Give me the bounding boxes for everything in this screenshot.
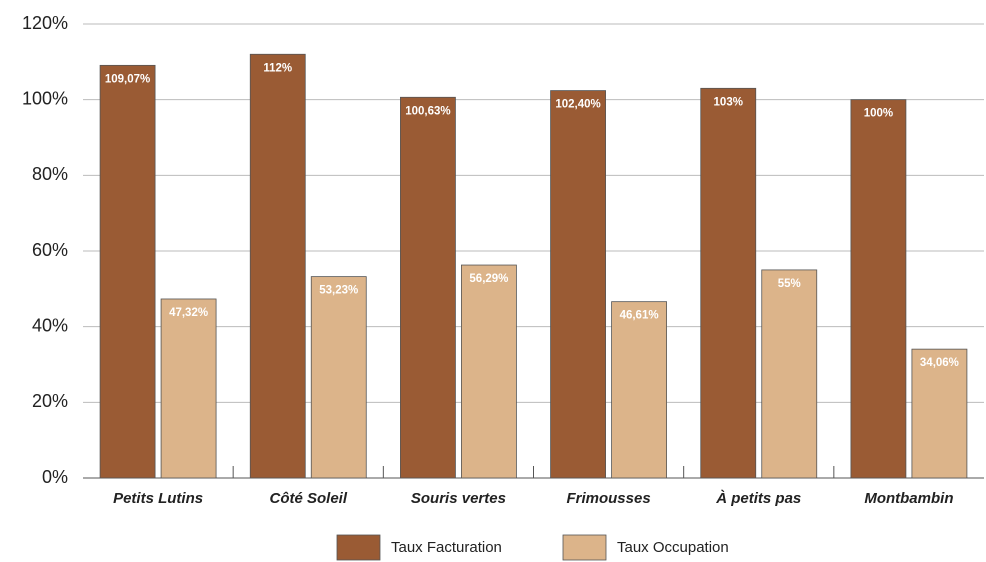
bar — [761, 269, 818, 479]
bar — [99, 64, 156, 479]
bar — [850, 99, 907, 479]
legend-label: Taux Facturation — [391, 539, 502, 556]
bar — [160, 298, 217, 479]
value-label: 55% — [778, 278, 801, 290]
x-tick-label: Souris vertes — [411, 490, 506, 507]
value-label: 112% — [263, 62, 292, 74]
value-label: 47,32% — [169, 307, 208, 319]
bar — [611, 301, 667, 479]
x-tick-label: Montbambin — [864, 490, 953, 507]
value-label: 46,61% — [620, 310, 659, 322]
bar — [310, 276, 367, 479]
bar — [400, 96, 456, 479]
bar — [461, 264, 517, 479]
value-label: 53,23% — [319, 285, 358, 297]
value-label: 34,06% — [920, 357, 959, 369]
value-label: 100,63% — [405, 105, 450, 117]
y-tick-label: 0% — [42, 467, 68, 487]
x-tick-label: À petits pas — [715, 490, 801, 507]
value-label: 109,07% — [105, 73, 150, 85]
bar — [911, 348, 968, 479]
value-label: 56,29% — [469, 273, 508, 285]
bar — [249, 53, 306, 479]
y-tick-label: 120% — [22, 13, 68, 33]
value-label: 103% — [714, 96, 743, 108]
bar — [550, 90, 606, 479]
y-tick-label: 80% — [32, 164, 68, 184]
legend-swatch — [336, 534, 381, 561]
x-tick-label: Petits Lutins — [113, 490, 203, 507]
y-tick-label: 40% — [32, 315, 68, 335]
x-tick-label: Frimousses — [566, 490, 650, 507]
y-tick-label: 20% — [32, 391, 68, 411]
y-tick-label: 100% — [22, 88, 68, 108]
value-label: 102,40% — [555, 99, 600, 111]
legend-swatch — [562, 534, 607, 561]
y-tick-label: 60% — [32, 240, 68, 260]
legend-label: Taux Occupation — [617, 539, 729, 556]
bar — [700, 87, 757, 479]
x-tick-label: Côté Soleil — [269, 490, 347, 507]
value-label: 100% — [864, 108, 893, 120]
